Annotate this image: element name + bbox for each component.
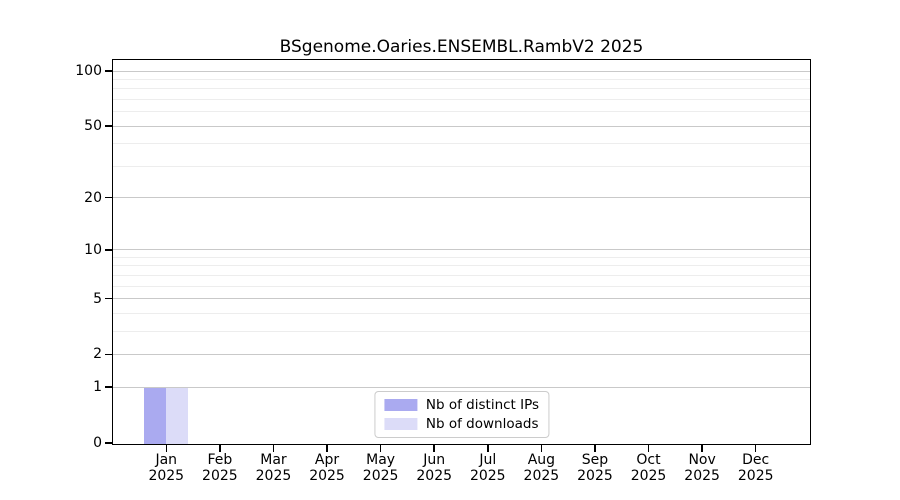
y-gridline-minor [113, 285, 810, 287]
y-axis-tick [105, 70, 112, 72]
y-axis-tick-label: 50 [84, 118, 102, 135]
x-axis-tick [540, 445, 543, 452]
x-axis-tick [219, 445, 221, 452]
y-gridline-major [113, 197, 810, 199]
y-gridline-minor [113, 165, 810, 167]
x-axis-tick-label: Apr 2025 [309, 452, 345, 484]
chart-title: BSgenome.Oaries.ENSEMBL.RambV2 2025 [279, 37, 644, 57]
y-axis-tick-label: 2 [93, 346, 102, 363]
y-axis-tick-label: 5 [93, 290, 102, 307]
x-axis-tick-label: Aug 2025 [523, 452, 560, 484]
legend-item-distinct-ips: Nb of distinct IPs [383, 397, 540, 413]
y-gridline-minor [113, 111, 810, 113]
legend-swatch-downloads-icon [383, 418, 417, 430]
y-axis-tick [105, 297, 112, 300]
y-gridline-major [113, 70, 810, 72]
x-axis-tick-label: Jun 2025 [416, 452, 453, 484]
x-axis-tick-label: Jul 2025 [469, 452, 506, 484]
x-axis-tick [594, 445, 596, 452]
x-axis-tick-label: May 2025 [362, 452, 399, 484]
y-axis-tick [105, 196, 112, 199]
x-axis-tick-label: Feb 2025 [202, 452, 238, 484]
y-gridline-minor [113, 256, 810, 258]
x-axis-tick-label: Oct 2025 [630, 452, 667, 484]
x-axis-tick-label: Dec 2025 [737, 452, 774, 484]
y-axis-tick-label: 0 [93, 435, 102, 451]
y-axis-tick [105, 249, 112, 251]
x-axis-tick [647, 445, 650, 452]
x-axis-tick [754, 445, 757, 452]
x-axis-tick [487, 445, 489, 452]
x-axis-tick-label: Nov 2025 [684, 452, 720, 484]
y-gridline-major [113, 298, 810, 300]
legend-label-downloads: Nb of downloads [425, 416, 539, 432]
y-gridline-minor [113, 88, 810, 90]
plot-area: Nb of distinct IPs Nb of downloads 0 1 2 5 1… [75, 59, 811, 483]
y-gridline-major [113, 353, 810, 355]
y-axis-tick-label: 10 [84, 241, 102, 258]
y-gridline-minor [113, 265, 810, 267]
y-axis-tick [105, 386, 112, 388]
x-axis-tick-label: Jan 2025 [148, 452, 185, 484]
x-axis-tick [379, 445, 382, 452]
bar-downloads [166, 388, 189, 444]
x-axis-tick-label: Mar 2025 [255, 452, 292, 484]
y-gridline-minor [113, 312, 810, 314]
y-axis-tick [105, 125, 112, 127]
x-axis-tick-label: Sep 2025 [577, 452, 613, 484]
legend-swatch-distinct-ips-icon [383, 399, 417, 411]
bar-distinct-ips [144, 388, 167, 444]
y-gridline-major [113, 386, 810, 388]
x-axis-tick [701, 445, 703, 452]
legend: Nb of distinct IPs Nb of downloads [373, 391, 550, 438]
y-gridline-minor [113, 330, 810, 332]
y-gridline-major [113, 249, 810, 251]
y-axis-tick [105, 353, 112, 356]
x-axis-tick [326, 445, 328, 452]
y-axis-tick-label: 20 [84, 189, 102, 206]
y-axis-tick [105, 442, 112, 444]
legend-label-distinct-ips: Nb of distinct IPs [425, 397, 540, 413]
y-axis-tick-label: 1 [93, 379, 102, 396]
y-gridline-minor [113, 79, 810, 81]
legend-item-downloads: Nb of downloads [383, 416, 539, 432]
x-axis-tick [272, 445, 275, 452]
y-gridline-minor [113, 99, 810, 101]
y-gridline-major [113, 125, 810, 127]
y-gridline-minor [113, 274, 810, 276]
y-gridline-minor [113, 143, 810, 145]
x-axis-tick [433, 445, 435, 452]
y-axis-tick-label: 100 [75, 63, 102, 80]
x-axis-tick [165, 445, 168, 452]
